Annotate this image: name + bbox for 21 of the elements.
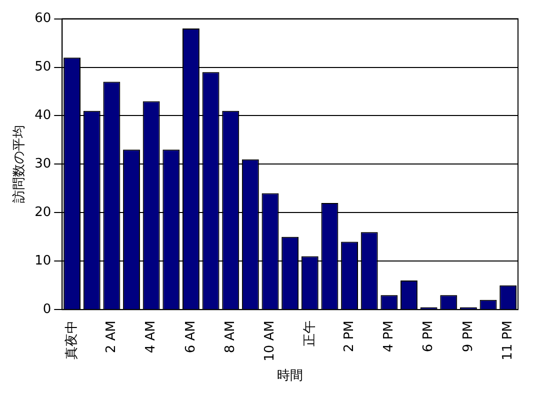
x-tick-label: 2 AM <box>104 320 120 354</box>
x-tick-label: 4 PM <box>382 320 397 352</box>
x-axis-title: 時間 <box>277 368 304 384</box>
x-tick-label: 真夜中 <box>63 320 80 360</box>
y-tick-label: 40 <box>34 108 52 124</box>
x-tick-label: 10 AM <box>262 320 278 362</box>
y-tick-label: 30 <box>34 156 52 172</box>
x-tick-label: 正午 <box>302 320 318 347</box>
x-tick-label: 8 AM <box>222 320 238 354</box>
y-tick-label: 10 <box>34 254 52 269</box>
x-tick-label: 4 AM <box>144 320 159 354</box>
x-tick-label: 6 PM <box>421 320 436 352</box>
y-tick-label: 20 <box>34 205 52 220</box>
x-tick-label: 9 PM <box>460 320 476 352</box>
y-axis-title: 訪問数の平均 <box>12 125 28 204</box>
y-tick-label: 60 <box>34 11 52 26</box>
x-tick-label: 2 PM <box>342 320 357 352</box>
y-tick-label: 0 <box>42 302 52 317</box>
x-tick-label: 6 AM <box>183 320 198 354</box>
y-tick-label: 50 <box>34 60 52 75</box>
x-tick-label: 11 PM <box>500 320 516 360</box>
